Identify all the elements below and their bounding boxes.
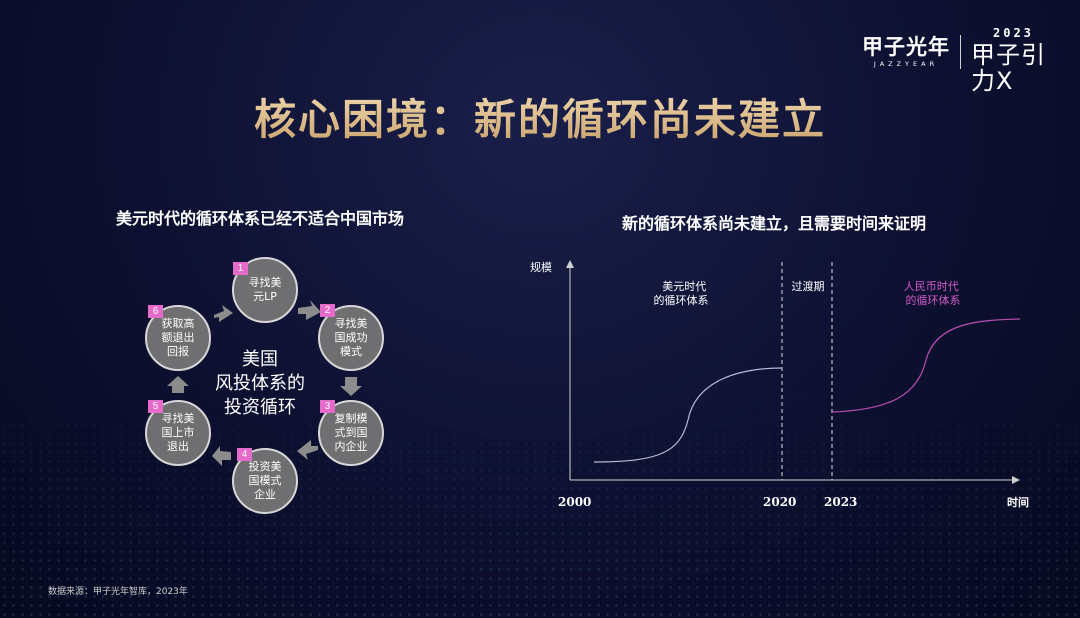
cycle-step-text: 复制模式到国内企业 — [334, 412, 368, 453]
page-title: 核心困境：新的循环尚未建立 — [0, 86, 1080, 147]
y-axis-label: 规模 — [530, 260, 552, 274]
cycle-step-text: 寻找美国成功模式 — [334, 317, 368, 358]
cycle-step-1: 寻找美元LP — [232, 257, 298, 323]
series-line-usd-era — [593, 367, 783, 463]
region-label-usd: 美元时代 的循环体系 — [654, 280, 710, 307]
step-number-badge: 6 — [148, 305, 163, 318]
brand-name-cn: 甲子光年 — [862, 35, 950, 59]
x-tick-label: 2023 — [824, 495, 857, 509]
region-label-line: 人民币时代 — [904, 280, 959, 293]
y-axis-arrow-icon — [566, 260, 574, 268]
cycle-step-5: 寻找美国上市退出 — [145, 400, 211, 466]
step-number-badge: 2 — [320, 304, 335, 317]
cycle-step-text: 寻找美国上市退出 — [161, 412, 195, 453]
event-logo: 甲子光年 JAZZYEAR 2023 甲子引力X — [862, 26, 1067, 94]
region-label-line: 的循环体系 — [906, 293, 961, 307]
brand-name-en: JAZZYEAR — [873, 60, 939, 68]
cycle-center-line: 美国 — [242, 349, 278, 370]
cycle-step-2: 寻找美国成功模式 — [318, 305, 384, 371]
cycle-step-text: 获取高额退出回报 — [161, 317, 195, 358]
brand-logo: 甲子光年 JAZZYEAR — [862, 36, 950, 68]
cycle-center-line: 投资循环 — [224, 397, 296, 418]
series-line-rmb-era — [831, 318, 1021, 413]
region-label-line: 的循环体系 — [654, 293, 709, 307]
x-axis-arrow-icon — [1012, 476, 1020, 484]
region-label-line: 美元时代 — [662, 280, 706, 293]
cycle-step-text: 投资美国模式企业 — [248, 460, 282, 501]
x-axis-label: 时间 — [1007, 495, 1029, 509]
event-year: 2023 — [993, 26, 1034, 40]
data-source-note: 数据来源：甲子光年智库，2023年 — [48, 587, 188, 597]
right-subtitle: 新的循环体系尚未建立，且需要时间来证明 — [622, 214, 927, 233]
step-number-badge: 3 — [320, 400, 335, 413]
left-subtitle: 美元时代的循环体系已经不适合中国市场 — [116, 209, 405, 228]
logo-divider — [960, 35, 961, 69]
step-number-badge: 4 — [237, 448, 252, 461]
event-mark: 2023 甲子引力X — [971, 26, 1067, 94]
event-name: 甲子引力X — [971, 41, 1046, 95]
x-tick-label: 2000 — [558, 495, 591, 509]
cycle-center-line: 风投体系的 — [215, 373, 305, 394]
step-number-badge: 5 — [148, 400, 163, 413]
region-label-transition: 过渡期 — [792, 279, 825, 293]
cycle-center-label: 美国 风投体系的 投资循环 — [205, 348, 315, 420]
step-number-badge: 1 — [233, 262, 248, 275]
x-tick-label: 2020 — [763, 495, 796, 509]
region-label-rmb: 人民币时代 的循环体系 — [904, 280, 963, 307]
cycle-step-text: 寻找美元LP — [248, 276, 282, 303]
